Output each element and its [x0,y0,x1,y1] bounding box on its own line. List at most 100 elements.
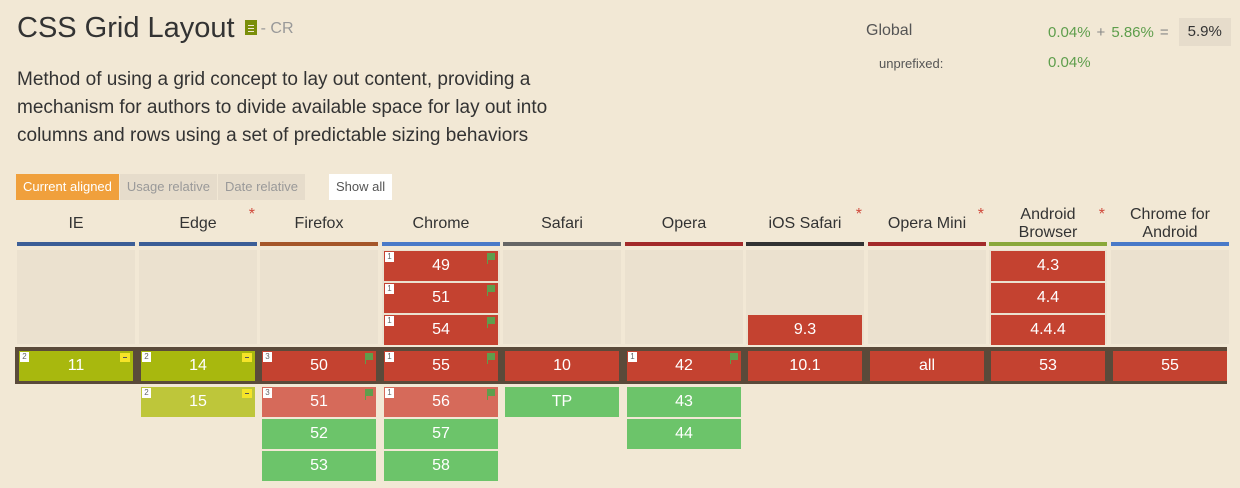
version-cell[interactable]: 55 [1113,351,1227,381]
version-label: 58 [432,457,450,474]
version-label: 4.4.4 [1030,321,1066,338]
version-cell[interactable]: 56 1 [384,387,498,417]
version-cell[interactable]: 4.3 [991,251,1105,281]
version-label: 52 [310,425,328,442]
spec-status[interactable]: - CR [260,20,294,37]
browser-header-firefox[interactable]: Firefox [260,204,378,246]
browser-header-chrome[interactable]: Chrome [382,204,500,246]
browser-name: Opera Mini [887,215,967,232]
version-cell[interactable]: 54 1 [384,315,498,345]
version-cell[interactable]: 10 [505,351,619,381]
flag-icon [487,353,495,364]
browser-name: Firefox [294,215,344,232]
flag-icon [487,389,495,400]
browser-column-chrome-for-android: Chrome for Android [1111,204,1229,246]
page-title: CSS Grid Layout - CR [17,12,294,45]
tab-usage-relative[interactable]: Usage relative [119,174,217,200]
browser-column-firefox: Firefox [260,204,378,246]
version-cell[interactable]: 11 2 [19,351,133,381]
version-label: 43 [675,393,693,410]
flag-icon [365,353,373,364]
note-badge: 1 [385,352,394,362]
browser-column-ios-safari: iOS Safari * [746,204,864,246]
flag-icon [365,389,373,400]
version-cell[interactable]: 55 1 [384,351,498,381]
browser-name: iOS Safari [768,215,842,232]
equals-sign: = [1159,23,1169,41]
supported-usage: 0.04% [1048,23,1091,41]
version-cell[interactable]: 4.4.4 [991,315,1105,345]
browser-column-safari: Safari [503,204,621,246]
feature-title: CSS Grid Layout [17,12,235,44]
version-cell[interactable]: 42 1 [627,351,741,381]
browser-header-safari[interactable]: Safari [503,204,621,246]
version-cell[interactable]: 43 [627,387,741,417]
version-cell[interactable]: 57 [384,419,498,449]
version-cell[interactable]: 10.1 [748,351,862,381]
tab-current-aligned[interactable]: Current aligned [16,174,119,200]
browser-name: Chrome [412,215,470,232]
version-cell[interactable]: 4.4 [991,283,1105,313]
browser-header-edge[interactable]: Edge * [139,204,257,246]
global-usage-values: 0.04% + 5.86% = 5.9% [1048,18,1231,46]
version-cell[interactable]: 44 [627,419,741,449]
prefix-icon [242,353,252,362]
flag-icon [487,285,495,296]
version-cell[interactable]: 49 1 [384,251,498,281]
version-cell[interactable]: 50 3 [262,351,376,381]
asterisk-marker: * [248,206,255,223]
asterisk-marker: * [855,206,862,223]
prefix-icon [242,389,252,398]
browser-header-android-browser[interactable]: Android Browser * [989,204,1107,246]
version-label: 55 [432,357,450,374]
version-cell[interactable]: 53 [262,451,376,481]
browser-header-ios-safari[interactable]: iOS Safari * [746,204,864,246]
past-versions-area [260,250,378,344]
partial-usage: 5.86% [1111,23,1154,41]
version-cell[interactable]: 51 3 [262,387,376,417]
version-label: 57 [432,425,450,442]
view-tabs: Current aligned Usage relative Date rela… [16,174,306,200]
show-all-button[interactable]: Show all [329,174,393,200]
version-cell[interactable]: all [870,351,984,381]
version-cell[interactable]: 9.3 [748,315,862,345]
browser-header-chrome-for-android[interactable]: Chrome for Android [1111,204,1229,246]
note-badge: 1 [385,388,394,398]
version-cell[interactable]: 53 [991,351,1105,381]
version-cell[interactable]: 51 1 [384,283,498,313]
browser-header-opera-mini[interactable]: Opera Mini * [868,204,986,246]
version-label: 4.4 [1036,289,1060,306]
version-label: all [918,357,935,374]
version-label: 50 [310,357,328,374]
browser-header-ie[interactable]: IE [17,204,135,246]
note-badge: 1 [385,316,394,326]
note-badge: 1 [385,252,394,262]
browser-column-chrome: Chrome [382,204,500,246]
version-label: 15 [189,393,207,410]
version-cell[interactable]: 52 [262,419,376,449]
version-cell[interactable]: 14 2 [141,351,255,381]
flag-icon [487,253,495,264]
version-label: 11 [67,357,85,374]
feature-description: Method of using a grid concept to lay ou… [17,69,548,146]
browser-name: Edge [179,215,217,232]
browser-name: IE [68,215,84,232]
browser-column-ie: IE [17,204,135,246]
version-cell[interactable]: TP [505,387,619,417]
browser-column-opera-mini: Opera Mini * [868,204,986,246]
browser-header-opera[interactable]: Opera [625,204,743,246]
browser-name: Safari [541,215,583,232]
version-cell[interactable]: 58 [384,451,498,481]
global-usage-label: Global [866,22,913,39]
total-usage: 5.9% [1178,18,1231,46]
browser-column-android-browser: Android Browser * [989,204,1107,246]
version-cell[interactable]: 15 2 [141,387,255,417]
version-label: 49 [432,257,450,274]
version-label: 9.3 [793,321,817,338]
browser-name: Chrome for Android [1129,206,1211,241]
document-icon[interactable] [244,20,257,35]
version-label: 44 [675,425,693,442]
tab-date-relative[interactable]: Date relative [218,174,305,200]
version-label: 51 [310,393,328,410]
note-badge: 3 [263,388,272,398]
